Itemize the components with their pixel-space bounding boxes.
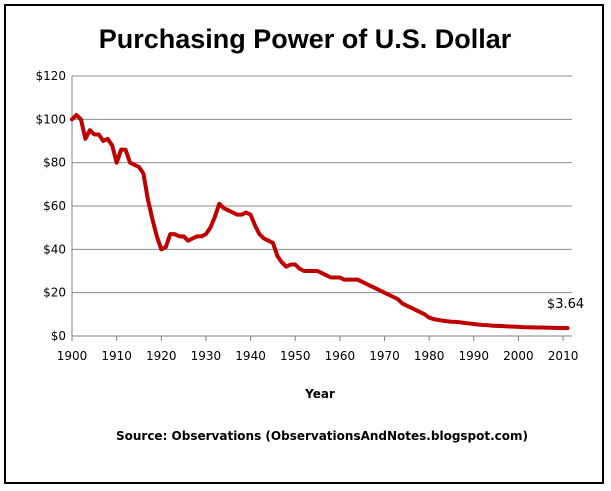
x-tick-label: 1980 xyxy=(414,349,445,363)
x-tick-label: 1970 xyxy=(369,349,400,363)
axes xyxy=(71,76,564,341)
series-line-purchasing-power xyxy=(70,113,570,331)
y-tick-labels: $0 $20 $40 $60 $80 $100 $120 xyxy=(35,69,66,343)
x-tick-label: 1950 xyxy=(280,349,311,363)
x-tick-label: 2000 xyxy=(503,349,534,363)
grid-lines xyxy=(72,75,572,337)
y-tick-label: $20 xyxy=(43,286,66,300)
y-tick-label: $100 xyxy=(35,112,66,126)
x-tick-labels: 1900 1910 1920 1930 1940 1950 1960 1970 1980 1990… xyxy=(57,349,579,363)
x-tick-label: 1940 xyxy=(235,349,266,363)
x-tick-label: 2010 xyxy=(548,349,579,363)
y-tick-label: $120 xyxy=(35,69,66,83)
x-tick-label: 1920 xyxy=(146,349,177,363)
y-tick-label: $60 xyxy=(43,199,66,213)
x-tick-label: 1900 xyxy=(57,349,88,363)
chart-title: Purchasing Power of U.S. Dollar xyxy=(99,24,512,54)
annotation-final-value: $3.64 xyxy=(547,297,584,312)
x-tick-label: 1990 xyxy=(459,349,490,363)
y-tick-label: $40 xyxy=(43,242,66,256)
y-tick-label: $0 xyxy=(51,329,66,343)
x-tick-label: 1930 xyxy=(191,349,222,363)
x-tick-label: 1960 xyxy=(325,349,356,363)
x-axis-title: Year xyxy=(304,387,335,401)
x-tick-label: 1910 xyxy=(101,349,132,363)
source-note: Source: Observations (ObservationsAndNot… xyxy=(116,429,528,443)
y-tick-label: $80 xyxy=(43,156,66,170)
chart-frame xyxy=(4,4,604,484)
